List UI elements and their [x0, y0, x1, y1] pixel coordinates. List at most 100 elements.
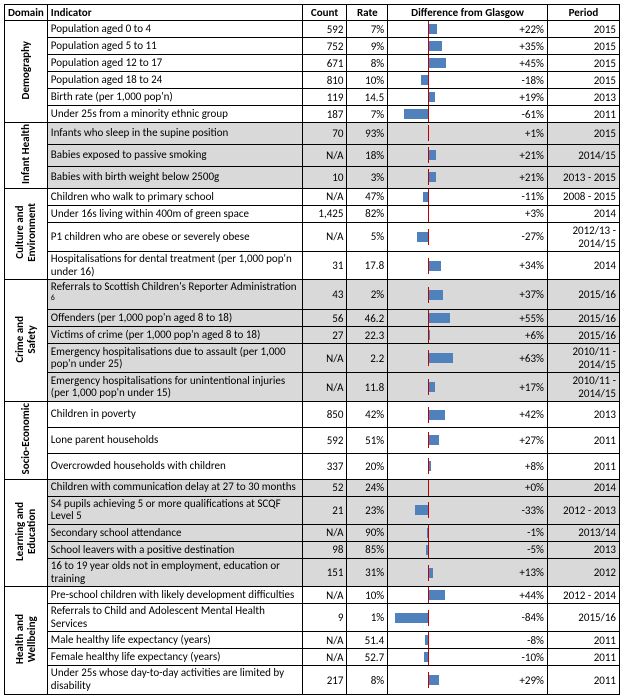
table-row: Victims of crime (per 1,000 pop'n aged 8…	[5, 327, 620, 344]
table-row: Under 25s whose day-to-day activities ar…	[5, 666, 620, 694]
diff-pct-cell: +44%	[468, 587, 548, 604]
diff-bar-cell	[388, 188, 468, 205]
indicator-cell: Hospitalisations for dental treatment (p…	[47, 251, 302, 279]
count-cell: N/A	[302, 344, 347, 373]
indicator-cell: Referrals to Scottish Children's Reporte…	[47, 280, 302, 310]
diff-bar	[395, 613, 428, 623]
count-cell: 27	[302, 327, 347, 344]
domain-label: Demography	[20, 41, 32, 99]
diff-bar	[428, 261, 441, 271]
zero-line	[428, 432, 429, 448]
domain-label: Health andWellbeing	[14, 614, 38, 664]
table-row: Birth rate (per 1,000 pop'n)11914.5+19%2…	[5, 89, 620, 106]
indicator-cell: Population aged 0 to 4	[47, 21, 302, 38]
table-row: Babies exposed to passive smokingN/A18% +…	[5, 144, 620, 166]
diff-bar	[428, 313, 450, 323]
count-cell: N/A	[302, 524, 347, 541]
diff-bar-cell	[388, 453, 468, 479]
zero-line	[428, 632, 429, 648]
indicator-cell: 16 to 19 year olds not in employment, ed…	[47, 558, 302, 586]
rate-cell: 18%	[347, 144, 388, 166]
domain-cell: Crime andSafety	[5, 280, 48, 402]
indicator-cell: Infants who sleep in the supine position	[47, 123, 302, 145]
table-row: Emergency hospitalisations due to assaul…	[5, 344, 620, 373]
diff-pct-cell: +21%	[468, 166, 548, 188]
zero-line	[428, 89, 429, 105]
diff-bar	[428, 382, 435, 392]
period-cell: 2011	[547, 649, 619, 666]
diff-bar-cell	[388, 541, 468, 558]
diff-bar	[421, 75, 428, 85]
indicator-cell: Population aged 18 to 24	[47, 72, 302, 89]
indicator-cell: Population aged 5 to 11	[47, 38, 302, 55]
rate-cell: 2.2	[347, 344, 388, 373]
zero-line	[428, 502, 429, 518]
zero-line	[428, 610, 429, 626]
table-row: School leavers with a positive destinati…	[5, 541, 620, 558]
count-cell: 10	[302, 166, 347, 188]
diff-pct-cell: -8%	[468, 632, 548, 649]
rate-cell: 22.3	[347, 327, 388, 344]
count-cell: N/A	[302, 144, 347, 166]
table-row: Population aged 12 to 176718%+45%2015	[5, 55, 620, 72]
diff-pct-cell: +37%	[468, 280, 548, 310]
zero-line	[428, 350, 429, 366]
diff-pct-cell: +6%	[468, 327, 548, 344]
diff-bar-cell	[388, 123, 468, 145]
rate-cell: 11.8	[347, 373, 388, 402]
diff-pct-cell: +21%	[468, 144, 548, 166]
table-row: Socio-EconomicChildren in poverty85042%+…	[5, 402, 620, 428]
rate-cell: 46.2	[347, 310, 388, 327]
diff-pct-cell: +0%	[468, 479, 548, 496]
period-cell: 2011	[547, 632, 619, 649]
rate-cell: 3%	[347, 166, 388, 188]
table-row: Under 16s living within 400m of green sp…	[5, 205, 620, 222]
count-cell: 52	[302, 479, 347, 496]
table-row: Overcrowded households with children3372…	[5, 453, 620, 479]
rate-cell: 2%	[347, 280, 388, 310]
period-cell: 2013 - 2015	[547, 166, 619, 188]
domain-cell: Demography	[5, 21, 48, 123]
indicator-cell: Children in poverty	[47, 402, 302, 428]
rate-cell: 5%	[347, 222, 388, 251]
diff-bar-cell	[388, 479, 468, 496]
period-cell: 2012 - 2013	[547, 496, 619, 524]
indicator-cell: Female healthy life expectancy (years)	[47, 649, 302, 666]
diff-bar	[428, 675, 440, 685]
period-cell: 2011	[547, 427, 619, 453]
diff-bar	[428, 92, 436, 102]
diff-pct-cell: -33%	[468, 496, 548, 524]
count-cell: N/A	[302, 373, 347, 402]
diff-bar-cell	[388, 649, 468, 666]
table-row: Secondary school attendanceN/A90%-1%2013…	[5, 524, 620, 541]
indicator-cell: Overcrowded households with children	[47, 453, 302, 479]
diff-bar	[428, 58, 446, 68]
header-indicator: Indicator	[47, 5, 302, 21]
indicator-cell: Babies exposed to passive smoking	[47, 144, 302, 166]
rate-cell: 51%	[347, 427, 388, 453]
diff-pct-cell: -61%	[468, 106, 548, 123]
header-domain: Domain	[5, 5, 48, 21]
count-cell: 810	[302, 72, 347, 89]
table-row: Population aged 18 to 2481010%-18%2015	[5, 72, 620, 89]
diff-pct-cell: +3%	[468, 205, 548, 222]
count-cell: 98	[302, 541, 347, 558]
diff-bar-cell	[388, 327, 468, 344]
diff-bar	[417, 232, 428, 242]
zero-line	[428, 147, 429, 163]
period-cell: 2011	[547, 106, 619, 123]
rate-cell: 10%	[347, 587, 388, 604]
period-cell: 2012 - 2014	[547, 587, 619, 604]
zero-line	[428, 125, 429, 141]
rate-cell: 47%	[347, 188, 388, 205]
zero-line	[428, 379, 429, 395]
count-cell: 43	[302, 280, 347, 310]
diff-bar-cell	[388, 373, 468, 402]
zero-line	[428, 206, 429, 222]
rate-cell: 85%	[347, 541, 388, 558]
table-row: Culture andEnvironmentChildren who walk …	[5, 188, 620, 205]
zero-line	[428, 169, 429, 185]
rate-cell: 24%	[347, 479, 388, 496]
zero-line	[428, 672, 429, 688]
diff-bar-cell	[388, 666, 468, 694]
